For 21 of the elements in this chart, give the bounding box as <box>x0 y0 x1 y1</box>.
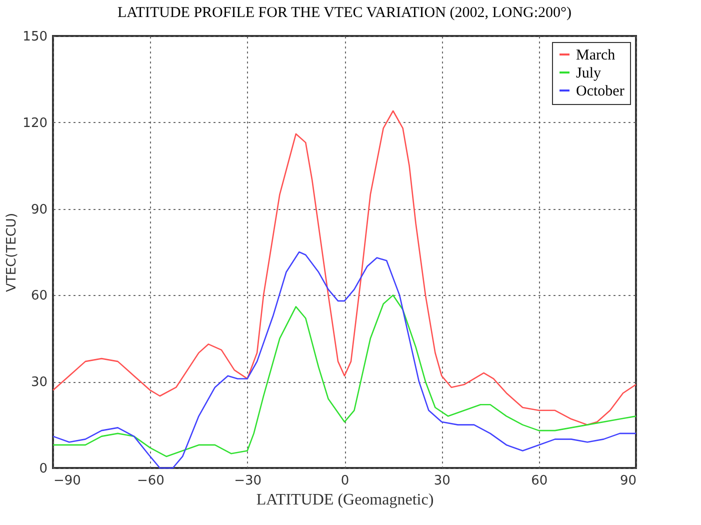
y-tick-label: 150 <box>22 30 48 44</box>
x-tick-label: 90 <box>620 474 636 488</box>
x-tick-label: −30 <box>234 474 262 488</box>
y-tick-label: 90 <box>30 202 48 218</box>
x-tick-label: 60 <box>531 474 548 488</box>
legend-label: October <box>576 84 624 100</box>
y-axis-title: VTEC(TECU) <box>4 212 20 292</box>
chart-title: LATITUDE PROFILE FOR THE VTEC VARIATION (2002, LONG:200°) <box>117 5 572 21</box>
y-tick-label: 0 <box>39 462 48 476</box>
x-axis-title: LATITUDE (Geomagnetic) <box>256 492 434 508</box>
line-series <box>52 110 637 426</box>
legend-label: March <box>576 48 616 64</box>
y-tick-label: 120 <box>22 116 48 131</box>
legend-label: July <box>576 66 602 82</box>
x-tick-label: 0 <box>340 474 350 488</box>
y-tick-label: 60 <box>30 288 48 304</box>
x-tick-label: 30 <box>434 474 450 488</box>
y-tick-label: 30 <box>30 375 48 390</box>
x-tick-label: −90 <box>54 474 81 488</box>
x-tick-label: −60 <box>136 474 164 488</box>
line-series <box>52 294 637 458</box>
